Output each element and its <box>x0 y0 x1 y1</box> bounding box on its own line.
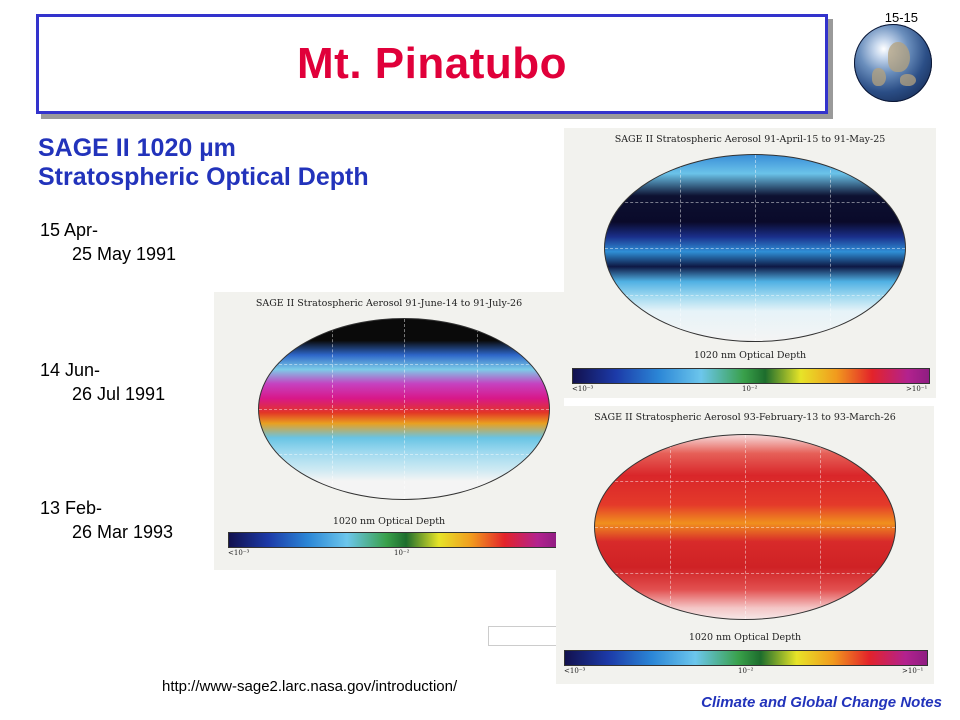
page-title: Mt. Pinatubo <box>297 39 567 88</box>
panel-axis-label: 1020 nm Optical Depth <box>332 516 446 527</box>
earth-globe-image <box>854 24 932 102</box>
date-label-2-line1: 14 Jun- <box>40 360 101 380</box>
colorbar-tick-low: <10⁻³ <box>564 667 586 675</box>
date-label-3: 13 Feb- 26 Mar 1993 <box>40 496 173 544</box>
sage-heading-line2: Stratospheric Optical Depth <box>38 163 369 191</box>
panel-axis-label: 1020 nm Optical Depth <box>688 632 802 643</box>
world-map-jun-jul-1991 <box>258 318 550 500</box>
colorbar-tick-low: <10⁻³ <box>228 549 250 557</box>
date-label-2: 14 Jun- 26 Jul 1991 <box>40 358 165 406</box>
colorbar-tick-mid: 10⁻² <box>742 385 758 393</box>
aerosol-map-panel-jun-jul-1991: SAGE II Stratospheric Aerosol 91-June-14… <box>214 292 564 570</box>
panel-caption: SAGE II Stratospheric Aerosol 93-Februar… <box>594 412 896 423</box>
world-map-apr-may-1991 <box>604 154 906 342</box>
aerosol-map-panel-feb-mar-1993: SAGE II Stratospheric Aerosol 93-Februar… <box>556 406 934 684</box>
date-label-1-line2: 25 May 1991 <box>72 244 177 264</box>
colorbar-tick-high: >10⁻¹ <box>902 667 924 675</box>
date-label-3-line2: 26 Mar 1993 <box>72 522 174 542</box>
sage-heading-line1: SAGE II 1020 µm <box>38 134 236 162</box>
blank-box <box>488 626 560 646</box>
world-map-feb-mar-1993 <box>594 434 896 620</box>
panel-axis-label: 1020 nm Optical Depth <box>693 350 807 361</box>
colorbar-tick-high: >10⁻¹ <box>906 385 928 393</box>
optical-depth-colorbar <box>228 532 558 548</box>
colorbar-tick-low: <10⁻³ <box>572 385 594 393</box>
date-label-3-line1: 13 Feb- <box>40 498 103 518</box>
date-label-1: 15 Apr- 25 May 1991 <box>40 218 176 266</box>
panel-caption: SAGE II Stratospheric Aerosol 91-April-1… <box>614 134 886 145</box>
sage-heading: SAGE II 1020 µm Stratospheric Optical De… <box>38 134 369 192</box>
optical-depth-colorbar <box>564 650 928 666</box>
date-label-1-line1: 15 Apr- <box>40 220 99 240</box>
colorbar-tick-mid: 10⁻² <box>738 667 754 675</box>
source-url[interactable]: http://www-sage2.larc.nasa.gov/introduct… <box>162 678 458 695</box>
aerosol-map-panel-apr-may-1991: SAGE II Stratospheric Aerosol 91-April-1… <box>564 128 936 398</box>
colorbar-tick-mid: 10⁻² <box>394 549 410 557</box>
footer-text: Climate and Global Change Notes <box>701 694 942 711</box>
title-box: Mt. Pinatubo <box>36 14 828 114</box>
slide-number: 15-15 <box>884 10 918 25</box>
panel-caption: SAGE II Stratospheric Aerosol 91-June-14… <box>255 298 523 309</box>
optical-depth-colorbar <box>572 368 930 384</box>
date-label-2-line2: 26 Jul 1991 <box>72 384 166 404</box>
